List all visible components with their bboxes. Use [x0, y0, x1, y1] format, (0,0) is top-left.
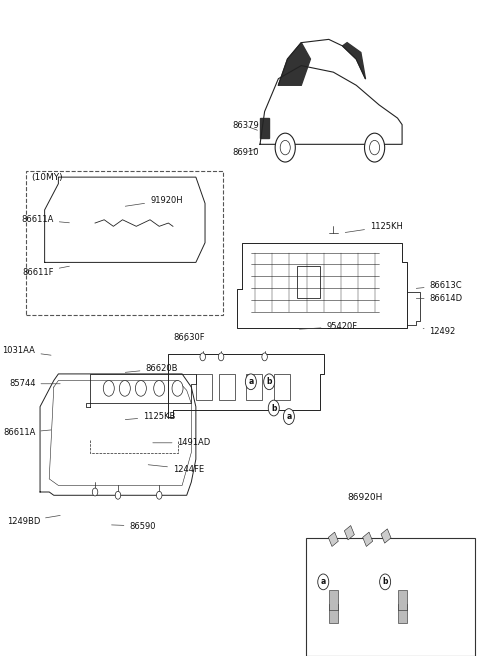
Circle shape	[262, 353, 267, 361]
Text: 1244FE: 1244FE	[148, 464, 204, 474]
Text: 86920H: 86920H	[347, 493, 383, 502]
Circle shape	[92, 488, 98, 496]
Text: 86620B: 86620B	[125, 364, 178, 373]
Bar	[363, 532, 372, 546]
Text: 1491AD: 1491AD	[153, 438, 211, 447]
Bar	[306, 538, 475, 656]
Text: 1125KB: 1125KB	[125, 412, 176, 421]
Circle shape	[280, 140, 290, 155]
Text: 86611F: 86611F	[22, 266, 70, 277]
Bar	[397, 590, 407, 610]
Text: 95420F: 95420F	[300, 322, 358, 331]
Text: b: b	[271, 403, 276, 413]
Bar	[381, 529, 391, 543]
Polygon shape	[260, 118, 269, 138]
Text: 86611A: 86611A	[3, 428, 51, 438]
Circle shape	[200, 353, 205, 361]
Circle shape	[218, 353, 224, 361]
Circle shape	[103, 380, 114, 396]
Text: 1031AA: 1031AA	[2, 346, 51, 356]
Text: b: b	[266, 377, 272, 386]
Text: 86590: 86590	[111, 522, 156, 531]
Text: 86611A: 86611A	[22, 215, 70, 224]
Text: 86379: 86379	[232, 121, 259, 131]
Bar	[274, 374, 290, 400]
Bar	[196, 374, 212, 400]
Polygon shape	[343, 43, 365, 79]
Bar	[328, 532, 338, 546]
Text: 86635D: 86635D	[392, 577, 425, 586]
Text: 86613C: 86613C	[416, 281, 462, 290]
Text: a: a	[321, 577, 326, 586]
Circle shape	[245, 374, 256, 390]
Circle shape	[115, 491, 120, 499]
Circle shape	[120, 380, 131, 396]
Circle shape	[364, 133, 384, 162]
Bar	[329, 590, 338, 610]
Text: 86910: 86910	[232, 148, 259, 157]
Circle shape	[154, 380, 165, 396]
Bar	[297, 266, 320, 298]
Text: b: b	[383, 577, 388, 586]
Circle shape	[264, 374, 275, 390]
Text: 12492: 12492	[423, 327, 456, 336]
Circle shape	[318, 574, 329, 590]
Text: 86636C: 86636C	[330, 577, 362, 586]
Circle shape	[370, 140, 380, 155]
Circle shape	[268, 400, 279, 416]
Circle shape	[275, 133, 295, 162]
Text: 91920H: 91920H	[125, 195, 183, 206]
Circle shape	[156, 491, 162, 499]
Bar	[219, 374, 235, 400]
Text: 86630F: 86630F	[173, 333, 204, 342]
Circle shape	[172, 380, 183, 396]
Text: 85744: 85744	[9, 379, 60, 388]
Bar	[329, 604, 338, 623]
Circle shape	[135, 380, 146, 396]
Text: 1125KH: 1125KH	[345, 222, 403, 232]
Polygon shape	[278, 43, 311, 85]
Bar	[246, 374, 262, 400]
Text: 1249BD: 1249BD	[7, 516, 60, 526]
Text: a: a	[248, 377, 253, 386]
Circle shape	[380, 574, 391, 590]
Text: (10MY): (10MY)	[31, 173, 62, 182]
Bar	[344, 525, 354, 540]
Text: 86614D: 86614D	[416, 294, 463, 303]
Text: a: a	[286, 412, 291, 421]
Circle shape	[283, 409, 294, 424]
Bar	[397, 604, 407, 623]
